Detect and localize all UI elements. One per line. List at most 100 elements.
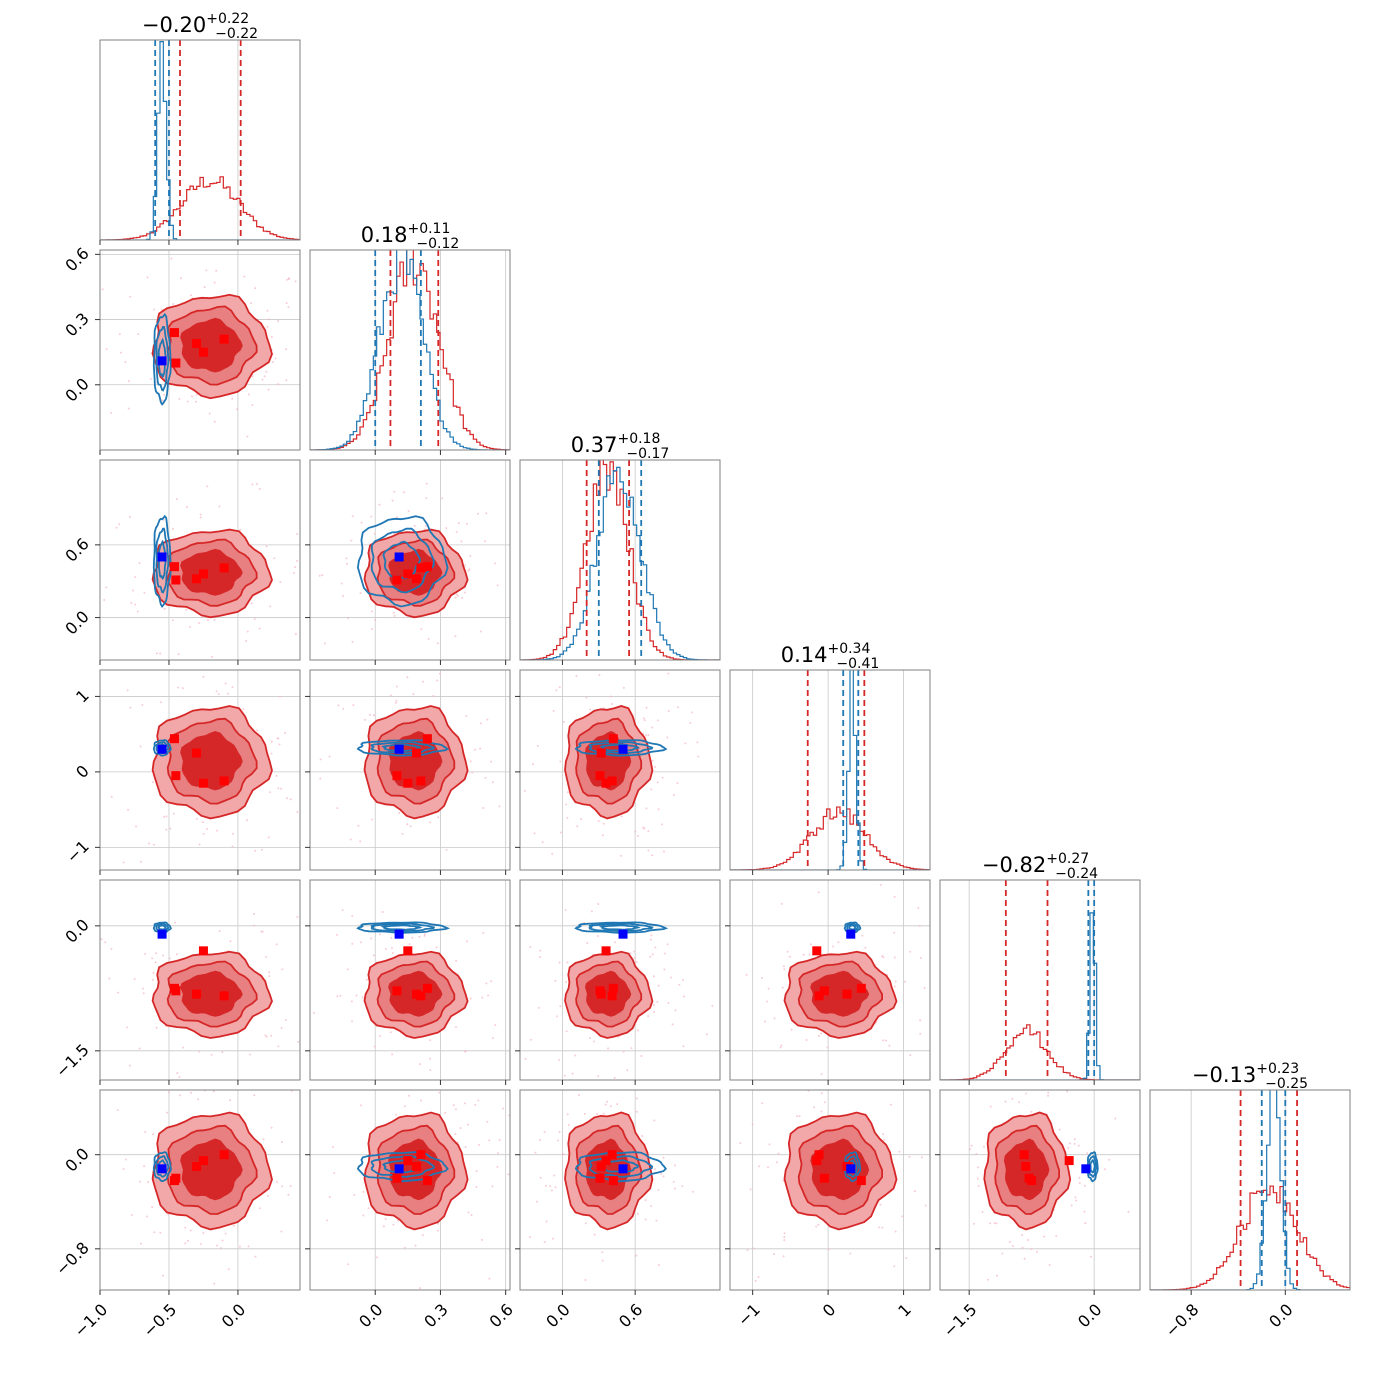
scatter-point [270,740,273,743]
scatter-point [788,955,791,958]
scatter-point [739,1142,742,1145]
scatter-point [461,597,464,600]
scatter-point [645,807,648,810]
scatter-point [1043,1235,1046,1238]
scatter-point [224,1232,227,1235]
panel-frame [519,459,721,661]
scatter-point [479,722,482,725]
scatter-point [172,302,175,305]
blue-contour-mid [588,922,654,932]
scatter-point [132,1042,134,1044]
panel-4-2 [515,879,721,1085]
scatter-point [745,973,748,976]
scatter-point [355,994,358,997]
scatter-point [455,593,458,596]
scatter-point [798,1115,801,1118]
scatter-point [406,676,409,679]
scatter-point [1025,1092,1028,1095]
scatter-point [144,952,147,955]
scatter-point [403,1105,406,1108]
scatter-point [817,1223,820,1226]
scatter-point [146,1083,148,1085]
scatter-point [345,557,348,560]
truth-marker-red [422,1176,432,1186]
scatter-point [217,693,220,696]
scatter-point [411,936,414,939]
truth-marker-red [219,563,229,573]
scatter-point [296,532,299,535]
scatter-point [394,1113,397,1116]
scatter-point [269,605,272,608]
scatter-point [268,971,271,974]
scatter-point [551,852,554,855]
scatter-point [351,515,354,518]
scatter-point [206,485,209,488]
scatter-point [418,1066,420,1068]
scatter-point [289,798,292,801]
panel-frame [729,1089,931,1291]
scatter-point [179,1094,182,1097]
scatter-point [576,825,579,828]
scatter-point [474,1103,477,1106]
scatter-point [277,320,280,323]
scatter-point [226,692,229,695]
scatter-point [210,655,213,658]
scatter-point [137,332,140,335]
scatter-point [786,950,789,953]
scatter-point [331,1146,334,1149]
scatter-point [1011,1245,1014,1248]
scatter-point [389,694,392,697]
truth-marker-red [812,946,822,956]
truth-marker-red [392,575,402,585]
scatter-point [580,818,583,821]
scatter-point [93,1041,95,1043]
scatter-point [942,1180,944,1182]
scatter-point [590,910,593,913]
y-tick-label: 0.0 [61,1144,92,1175]
panel-5-2: 0.0 0.6 [480,1089,721,1331]
scatter-point [149,377,152,380]
scatter-point [419,1063,422,1066]
blue-contour-inner [157,924,167,931]
blue-histogram [100,41,300,240]
scatter-point [148,842,151,845]
scatter-point [480,1245,482,1247]
scatter-point [919,1032,922,1035]
y-tick-label: −1 [63,837,93,867]
scatter-point [746,1249,749,1252]
truth-marker-red [219,991,229,1001]
scatter-point [303,587,305,589]
blue-contour-mid [155,1155,170,1178]
scatter-point [305,1095,307,1097]
scatter-point [339,994,342,997]
scatter-point [296,810,299,813]
scatter-point [454,635,457,638]
scatter-point [1127,1210,1130,1213]
truth-marker-red [403,946,413,956]
scatter-point [210,1053,213,1056]
scatter-point [602,822,605,825]
scatter-point [420,628,423,631]
scatter-point [656,781,659,784]
scatter-point [267,388,270,391]
scatter-point [189,1229,192,1232]
scatter-point [460,540,463,543]
scatter-point [482,807,485,810]
scatter-point [302,539,304,541]
scatter-point [486,1120,489,1123]
scatter-point [809,943,812,946]
scatter-point [438,1091,441,1094]
scatter-point [424,524,427,527]
scatter-point [653,765,656,768]
scatter-point [253,1094,256,1097]
scatter-point [153,1231,156,1234]
truth-marker-red [192,1161,202,1171]
scatter-point [240,644,242,646]
scatter-point [219,1247,222,1250]
scatter-point [145,1215,148,1218]
scatter-point [669,976,672,979]
scatter-point [531,948,533,950]
scatter-point [152,971,155,974]
scatter-point [633,950,636,953]
scatter-point [364,718,367,721]
